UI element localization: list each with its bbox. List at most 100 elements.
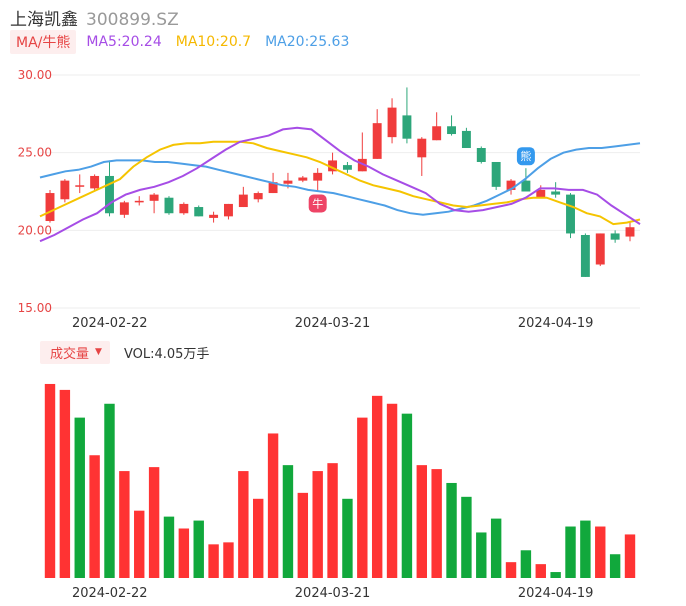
volume-bar xyxy=(327,463,338,578)
candle xyxy=(447,126,456,135)
candle xyxy=(90,175,100,189)
candle xyxy=(298,177,308,181)
volume-bar xyxy=(44,383,56,578)
ma10-line xyxy=(39,140,641,226)
volume-bar xyxy=(119,471,130,578)
x-tick-label: 2024-03-21 xyxy=(295,316,371,331)
volume-bar xyxy=(342,498,353,578)
candle xyxy=(253,193,263,200)
x-tick-label: 2024-02-22 xyxy=(72,586,148,601)
bear-icon xyxy=(516,147,535,166)
ma10-value: MA10:20.7 xyxy=(175,34,252,50)
volume-bar xyxy=(223,542,234,578)
candle xyxy=(149,194,159,201)
candle xyxy=(491,161,501,187)
ma5-line xyxy=(39,126,641,243)
candle xyxy=(551,191,561,195)
ma-indicator-toggle[interactable]: MA/牛熊 xyxy=(10,30,77,54)
volume-bar xyxy=(565,526,576,578)
volume-bar xyxy=(267,433,279,578)
volume-bar xyxy=(208,544,219,578)
volume-bar xyxy=(550,572,561,578)
volume-bar xyxy=(461,496,472,578)
x-tick-label: 2024-02-22 xyxy=(72,316,148,331)
candle xyxy=(75,185,85,187)
volume-bar xyxy=(89,455,100,578)
volume-bar xyxy=(312,471,323,578)
candle xyxy=(328,160,338,172)
ma20-value: MA20:25.63 xyxy=(265,34,350,50)
bear-icon-label: 熊 xyxy=(520,149,531,163)
y-tick-label: 15.00 xyxy=(18,301,52,315)
ma5-value: MA5:20.24 xyxy=(86,34,162,50)
candle xyxy=(387,107,397,138)
volume-bar xyxy=(282,465,294,578)
ma20-line xyxy=(39,142,641,216)
candle xyxy=(60,180,70,200)
candle xyxy=(595,233,605,265)
ma-legend: MA/牛熊 MA5:20.24 MA10:20.7 MA20:25.63 xyxy=(10,30,349,54)
candle xyxy=(209,214,219,218)
candle xyxy=(536,189,546,198)
volume-bar xyxy=(624,534,636,578)
volume-bar xyxy=(148,467,160,578)
x-tick-label: 2024-04-19 xyxy=(518,586,594,601)
candle xyxy=(580,234,590,277)
candle xyxy=(461,130,471,149)
candle xyxy=(610,233,620,240)
volume-bar xyxy=(134,510,145,578)
volume-bar xyxy=(253,498,264,578)
candle xyxy=(119,202,129,215)
candle xyxy=(402,115,412,139)
volume-bar xyxy=(535,564,546,578)
volume-bar xyxy=(505,562,517,578)
candle xyxy=(566,194,575,234)
volume-bar xyxy=(595,526,606,578)
candle xyxy=(105,175,114,214)
bull-icon xyxy=(308,194,327,213)
stock-header: 上海凯鑫 300899.SZ xyxy=(10,5,179,30)
candle xyxy=(342,165,352,170)
volume-bar xyxy=(357,417,368,578)
y-tick-label: 30.00 xyxy=(18,68,52,82)
volume-bar xyxy=(59,389,71,578)
volume-legend: 成交量 ▼ VOL:4.05万手 xyxy=(40,340,210,364)
volume-indicator-dropdown[interactable]: 成交量 ▼ xyxy=(40,340,110,364)
volume-bar xyxy=(520,550,532,578)
volume-bar xyxy=(446,482,457,578)
volume-indicator-label: 成交量 xyxy=(50,346,90,362)
candle xyxy=(476,148,486,162)
volume-bar xyxy=(476,532,487,578)
volume-bar xyxy=(490,518,502,578)
candle xyxy=(179,203,189,214)
volume-bar xyxy=(74,417,85,578)
volume-bar xyxy=(297,492,309,578)
volume-bar xyxy=(386,403,398,578)
y-tick-label: 25.00 xyxy=(18,146,52,160)
candle xyxy=(357,158,367,172)
volume-bar xyxy=(163,516,175,578)
volume-bar xyxy=(580,520,591,578)
candle xyxy=(521,180,531,192)
bull-icon-label: 牛 xyxy=(312,197,323,211)
candle xyxy=(194,207,204,217)
volume-bar xyxy=(238,471,249,578)
caret-down-icon: ▼ xyxy=(95,347,102,357)
candle xyxy=(372,123,382,159)
candle xyxy=(432,126,442,141)
candle xyxy=(134,200,144,203)
volume-bar xyxy=(609,554,621,578)
stock-name: 上海凯鑫 xyxy=(10,10,78,30)
x-tick-label: 2024-04-19 xyxy=(518,316,594,331)
volume-bar xyxy=(193,520,204,578)
candle xyxy=(268,182,278,194)
x-tick-label: 2024-03-21 xyxy=(295,586,371,601)
candle xyxy=(164,197,174,214)
y-tick-label: 20.00 xyxy=(18,223,52,237)
volume-bar xyxy=(416,465,427,578)
volume-value: VOL:4.05万手 xyxy=(123,346,210,362)
volume-bar xyxy=(401,413,413,578)
volume-bar xyxy=(431,469,442,578)
candle xyxy=(313,172,323,181)
